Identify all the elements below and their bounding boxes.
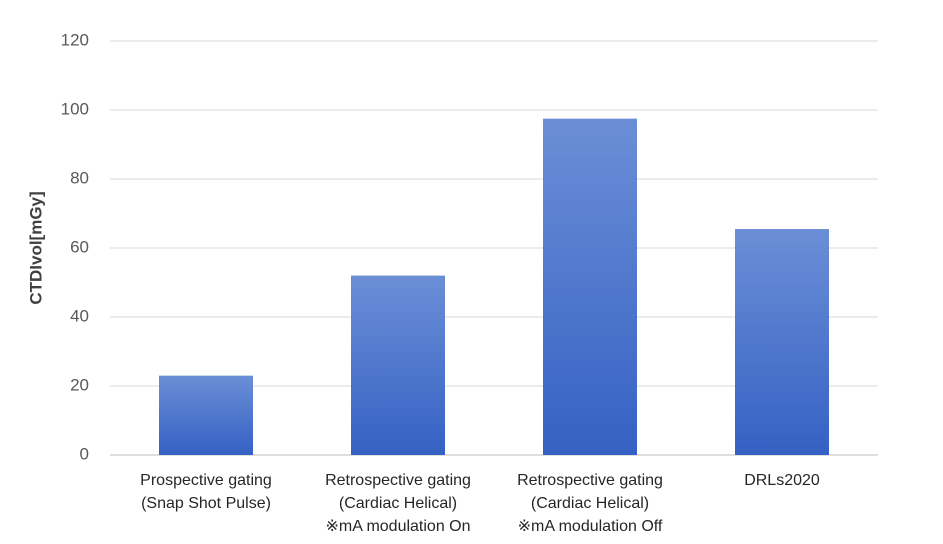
- bar-1: [159, 375, 253, 455]
- x-category-label-line: (Cardiac Helical): [339, 495, 457, 512]
- y-tick-label: 120: [61, 30, 89, 49]
- y-tick-label: 100: [61, 99, 89, 118]
- x-category-label-line: (Cardiac Helical): [531, 495, 649, 512]
- x-category-label-line: Prospective gating: [140, 472, 272, 489]
- y-tick-label: 80: [70, 168, 89, 187]
- x-category-label: Prospective gating (Snap Shot Pulse): [140, 472, 272, 512]
- x-category-label: Retrospective gating (Cardiac Helical) ※mA…: [517, 472, 663, 535]
- x-category-label: Retrospective gating (Cardiac Helical) ※mA…: [325, 472, 471, 535]
- bar-2: [351, 275, 445, 455]
- x-category-label-line: Retrospective gating: [325, 472, 471, 489]
- x-category-label-line: DRLs2020: [744, 472, 820, 489]
- y-tick-label: 40: [70, 306, 89, 325]
- y-tick-label: 0: [80, 444, 89, 463]
- x-axis-categories: Prospective gating (Snap Shot Pulse) Retro…: [140, 472, 820, 535]
- x-category-label-line: ※mA modulation On: [325, 518, 470, 535]
- x-category-label-line: Retrospective gating: [517, 472, 663, 489]
- bars: [159, 118, 829, 455]
- y-axis-title: CTDIvol[mGy]: [26, 191, 45, 304]
- bar-3: [543, 118, 637, 455]
- bar-4: [735, 229, 829, 455]
- x-category-label-line: (Snap Shot Pulse): [141, 495, 271, 512]
- y-tick-label: 20: [70, 375, 89, 394]
- y-axis-ticks: 0 20 40 60 80 100 120: [61, 30, 89, 463]
- x-category-label-line: ※mA modulation Off: [518, 518, 663, 535]
- y-tick-label: 60: [70, 237, 89, 256]
- x-category-label: DRLs2020: [744, 472, 820, 489]
